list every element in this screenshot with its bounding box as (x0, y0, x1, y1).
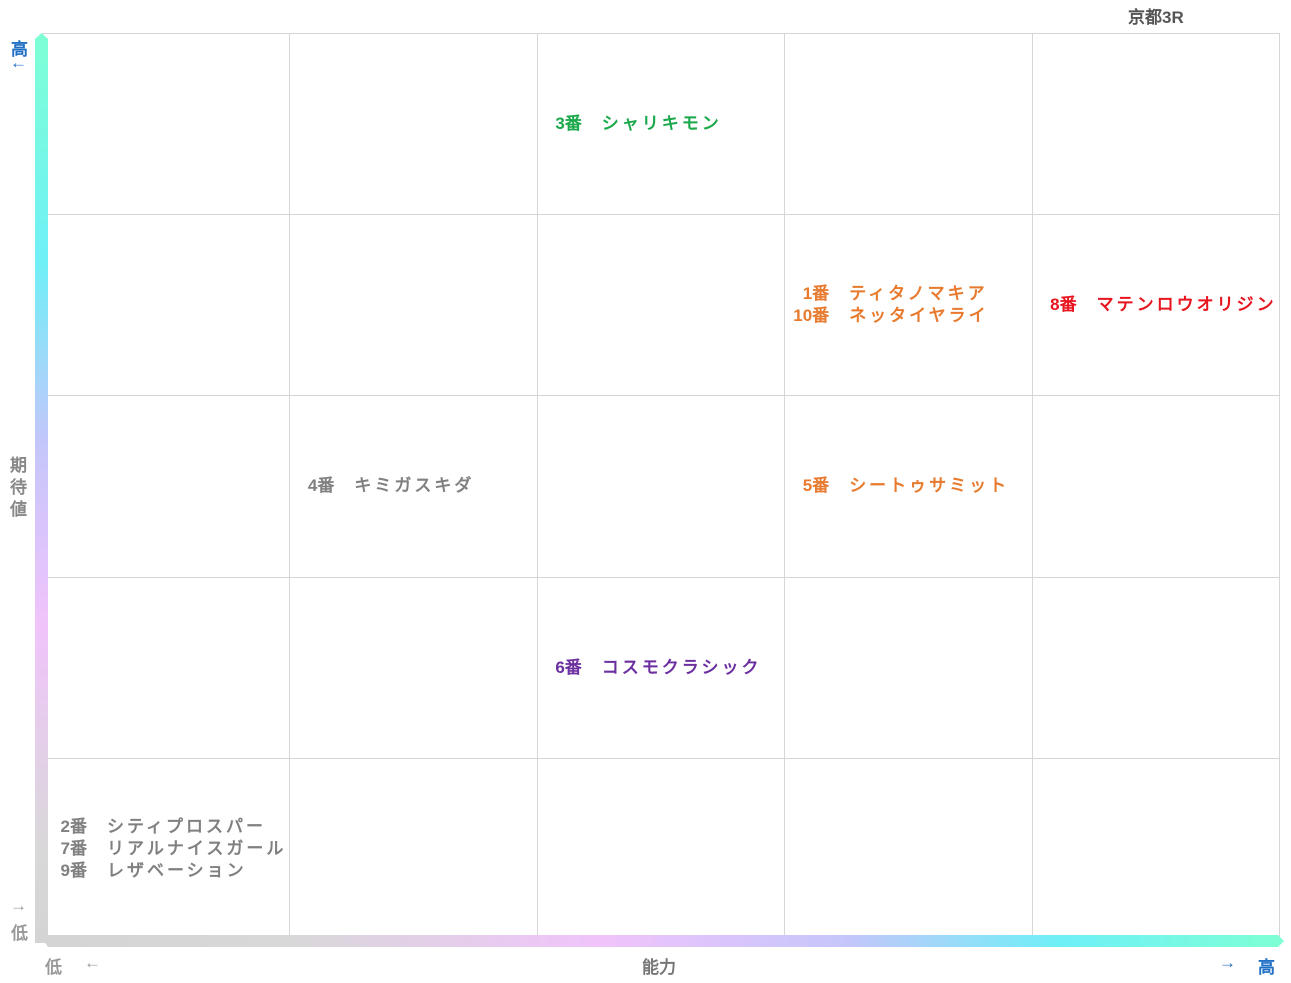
grid-cell (289, 215, 537, 397)
grid-cell (42, 577, 290, 759)
horse-name: シティプロスパー (107, 816, 266, 836)
grid-cell: 8番 マテンロウオリジン (1031, 215, 1279, 397)
horse-number: 3番 (555, 114, 582, 134)
y-axis-low-arrow-icon: → (10, 896, 27, 915)
horse-entry: 3番 シャリキモン (546, 113, 784, 135)
horse-number: 4番 (307, 476, 335, 496)
horse-entry: 7番 リアルナイスガール (51, 838, 289, 860)
horse-name: リアルナイスガール (107, 838, 287, 858)
horse-entry: 6番 コスモクラシック (546, 657, 784, 679)
horse-entry: 4番 キミガスキダ (298, 475, 536, 497)
grid-cell: 3番 シャリキモン (536, 34, 785, 216)
horse-number: 2番 (60, 816, 87, 836)
x-axis-low-label: 低 (45, 958, 62, 977)
x-axis-arrow-bar (40, 935, 1284, 947)
x-axis-low-arrow-icon: ← (84, 953, 101, 972)
grid-cell (784, 34, 1032, 216)
y-axis-arrow-bar (35, 33, 48, 943)
horse-entry: 10番 ネッタイヤライ (793, 305, 1031, 327)
y-axis-label: 期待値 (10, 456, 27, 519)
horse-number: 10番 (793, 306, 830, 326)
grid-cell (1031, 758, 1279, 940)
grid-cell (536, 396, 785, 578)
horse-number: 9番 (60, 860, 87, 880)
horse-number: 6番 (555, 657, 582, 677)
horse-name: ネッタイヤライ (849, 306, 989, 326)
grid-cell: 6番 コスモクラシック (536, 577, 785, 759)
horse-entry: 5番 シートゥサミット (793, 475, 1031, 497)
x-axis-high-arrow-icon: → (1219, 953, 1236, 972)
horse-entry: 9番 レザベーション (51, 860, 289, 882)
grid-cell: 5番 シートゥサミット (784, 396, 1032, 578)
horse-number: 7番 (60, 838, 87, 858)
grid-cell (1031, 396, 1279, 578)
grid-cell (289, 758, 537, 940)
horse-name: コスモクラシック (601, 657, 762, 677)
grid-cell (784, 577, 1032, 759)
y-axis-high-arrow-icon: ← (10, 53, 27, 72)
chart-title: 京都3R (1128, 8, 1184, 27)
grid-cell (536, 758, 785, 940)
grid-cell (1031, 34, 1279, 216)
horse-entry: 8番 マテンロウオリジン (1041, 294, 1279, 316)
y-axis-low-label: 低 (11, 924, 28, 943)
horse-name: マテンロウオリジン (1096, 295, 1277, 315)
grid-cell (1031, 577, 1279, 759)
horse-number: 1番 (802, 284, 830, 304)
grid-cell (42, 34, 290, 216)
grid-cell: 2番 シティプロスパー 7番 リアルナイスガール 9番 レザベーション (42, 758, 290, 940)
grid-cell: 1番 ティタノマキア 10番 ネッタイヤライ (784, 215, 1032, 397)
horse-name: シートゥサミット (849, 476, 1010, 496)
quadrant-grid: 3番 シャリキモン 1番 ティタノマキア 10番 ネッタイヤライ 8番 マテンロウオリジン 4番… (42, 33, 1280, 940)
horse-name: シャリキモン (601, 114, 722, 134)
horse-name: レザベーション (107, 860, 247, 880)
grid-cell (784, 758, 1032, 940)
horse-number: 5番 (802, 476, 830, 496)
horse-entry: 1番 ティタノマキア (793, 283, 1031, 305)
horse-number: 8番 (1050, 295, 1077, 315)
grid-cell: 4番 キミガスキダ (289, 396, 537, 578)
grid-cell (536, 215, 785, 397)
horse-name: ティタノマキア (849, 284, 988, 304)
grid-cell (289, 577, 537, 759)
grid-cell (289, 34, 537, 216)
grid-cell (42, 215, 290, 397)
y-axis-high-label: 高 (11, 40, 28, 59)
horse-entry: 2番 シティプロスパー (51, 816, 289, 838)
horse-name: キミガスキダ (354, 476, 475, 496)
x-axis-high-label: 高 (1258, 958, 1275, 977)
grid-cell (42, 396, 290, 578)
x-axis-label: 能力 (642, 958, 676, 977)
